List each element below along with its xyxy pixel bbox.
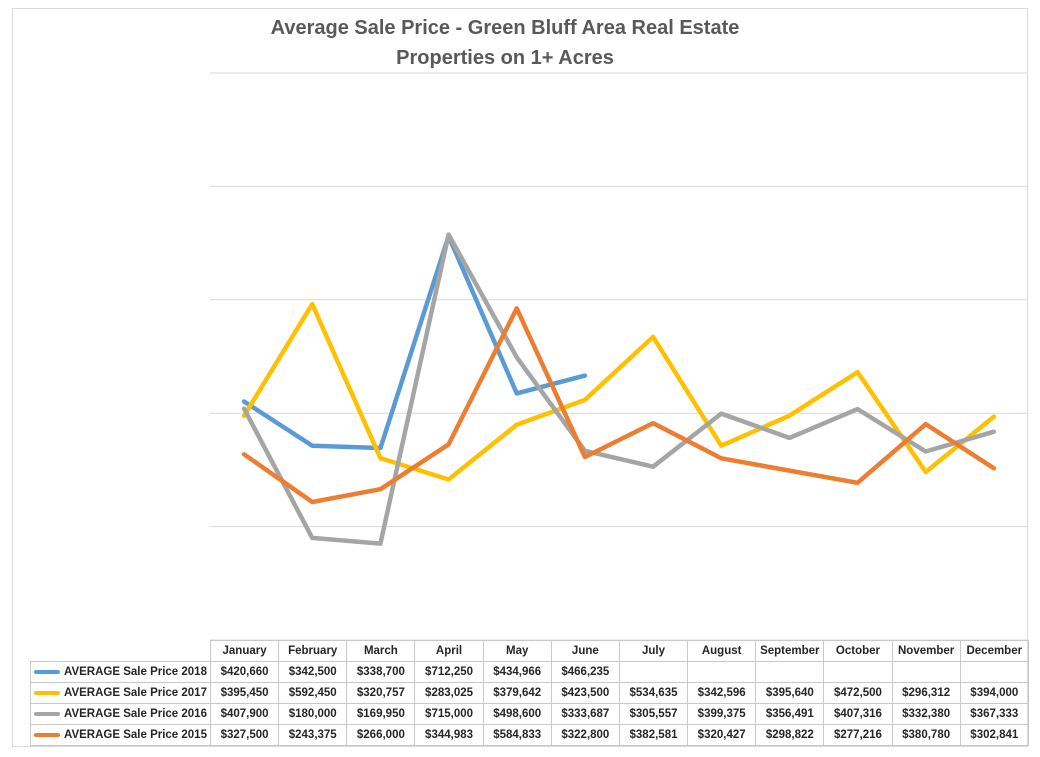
data-label: $534,635 [618,682,689,704]
category-label: November [891,640,961,662]
legend-key [34,732,60,737]
data-label: $498,600 [482,703,552,725]
data-label: $715,000 [414,703,484,725]
category-label: September [755,640,825,662]
category-label: July [618,640,689,662]
data-label: $338,700 [346,661,416,683]
data-label: $472,500 [823,682,893,704]
table-row: AVERAGE Sale Price 2018 $420,660 $342,500 $… [30,661,1029,683]
data-label: $302,841 [959,724,1029,746]
legend-key [34,669,60,674]
chart-title: Average Sale Price - Green Bluff Area Re… [270,17,740,39]
data-label: $342,500 [278,661,348,683]
series-line-2015 [241,306,997,505]
series-line-2016 [241,232,997,546]
data-label: $592,450 [278,682,348,704]
data-label: $394,000 [959,682,1029,704]
data-label: $584,833 [482,724,552,746]
data-label: $180,000 [278,703,348,725]
series-line-2017 [241,301,997,482]
table-row: AVERAGE Sale Price 2015 $327,500 $243,375 $… [30,724,1029,746]
data-label: $407,900 [209,703,280,725]
data-label: $320,427 [687,724,757,746]
table-row: AVERAGE Sale Price 2017 $395,450 $592,450 $… [30,682,1029,704]
data-label: $344,983 [414,724,484,746]
legend-key [34,690,60,695]
data-label: $466,235 [550,661,620,683]
data-label: $434,966 [482,661,552,683]
data-label: $277,216 [823,724,893,746]
data-label: $169,950 [346,703,416,725]
data-label: $298,822 [755,724,825,746]
chart-subtitle: Properties on 1+ Acres [396,47,614,69]
data-label: $395,640 [755,682,825,704]
category-label: December [959,640,1029,662]
data-label [959,661,1029,683]
data-table: January February March April May June July Augu… [30,640,1029,746]
table-row: AVERAGE Sale Price 2016 $407,900 $180,000 $… [30,703,1029,725]
data-label [687,661,757,683]
gridlines [210,72,1028,640]
data-label [755,661,825,683]
chart-plot-area [210,72,1028,640]
data-label: $367,333 [959,703,1029,725]
data-label [891,661,961,683]
data-label: $305,557 [618,703,689,725]
data-label [618,661,689,683]
series-name: AVERAGE Sale Price 2016 [30,703,211,725]
data-label: $395,450 [209,682,280,704]
category-label: March [346,640,416,662]
data-label: $266,000 [346,724,416,746]
data-label: $356,491 [755,703,825,725]
series-line-2018 [241,233,588,451]
category-label: October [823,640,893,662]
data-label: $382,581 [618,724,689,746]
data-label: $327,500 [209,724,280,746]
data-label: $322,800 [550,724,620,746]
category-label: May [482,640,552,662]
series-name: AVERAGE Sale Price 2018 [30,661,211,683]
data-label: $332,380 [891,703,961,725]
data-label: $712,250 [414,661,484,683]
data-label: $423,500 [550,682,620,704]
data-label [823,661,893,683]
legend-key [34,711,60,716]
series-name: AVERAGE Sale Price 2015 [30,724,211,746]
category-label: August [687,640,757,662]
data-label: $296,312 [891,682,961,704]
data-label: $283,025 [414,682,484,704]
series-lines [241,232,997,546]
data-label: $399,375 [687,703,757,725]
data-label: $379,642 [482,682,552,704]
data-label: $243,375 [278,724,348,746]
series-name: AVERAGE Sale Price 2017 [30,682,211,704]
data-label: $342,596 [687,682,757,704]
data-label: $420,660 [209,661,280,683]
data-label: $320,757 [346,682,416,704]
data-label: $407,316 [823,703,893,725]
table-corner [31,641,211,662]
category-label: April [414,640,484,662]
category-label: January [209,640,280,662]
category-label: June [550,640,620,662]
data-label: $380,780 [891,724,961,746]
category-label: February [278,640,348,662]
data-label: $333,687 [550,703,620,725]
